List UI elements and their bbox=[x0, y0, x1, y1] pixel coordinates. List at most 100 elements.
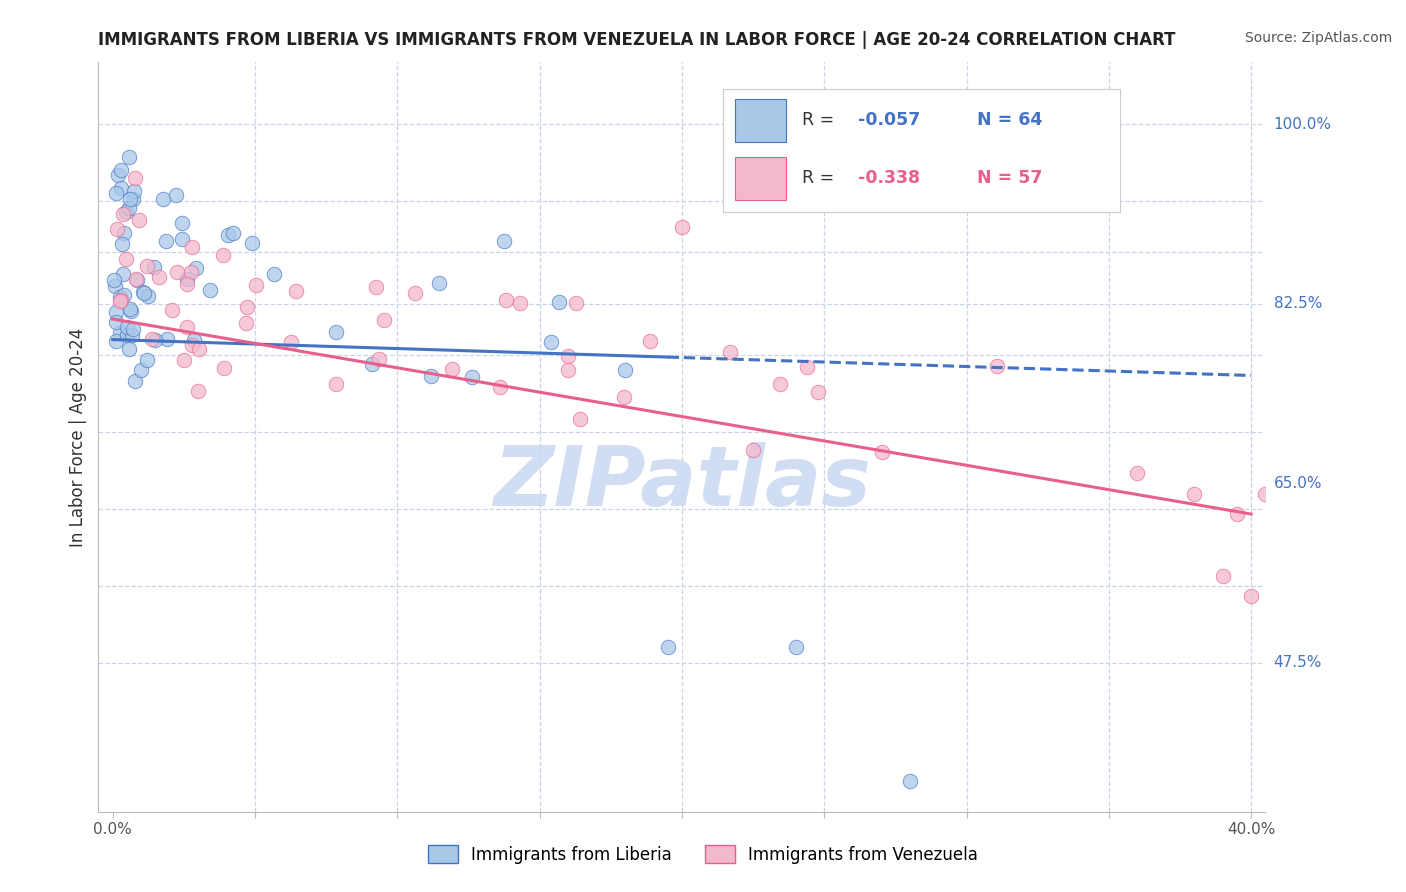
Point bbox=[143, 333, 166, 347]
Point bbox=[125, 272, 148, 286]
Point bbox=[671, 219, 693, 234]
Point bbox=[986, 359, 1008, 373]
Point bbox=[1212, 568, 1234, 582]
Point bbox=[488, 380, 510, 394]
Point bbox=[104, 186, 127, 201]
Point bbox=[138, 288, 160, 302]
Point bbox=[156, 332, 179, 346]
Point bbox=[361, 357, 384, 371]
Point bbox=[1254, 486, 1277, 500]
Point bbox=[104, 304, 127, 318]
Point bbox=[132, 285, 155, 299]
Point bbox=[148, 270, 170, 285]
Point bbox=[565, 296, 588, 310]
Point bbox=[494, 234, 516, 248]
Point bbox=[212, 361, 235, 376]
Point bbox=[118, 342, 141, 356]
Point bbox=[107, 222, 129, 236]
Point bbox=[176, 277, 198, 291]
Point bbox=[366, 280, 388, 294]
Point bbox=[557, 363, 579, 377]
Point bbox=[240, 235, 263, 250]
Point bbox=[1182, 486, 1205, 500]
Point bbox=[176, 272, 198, 286]
Point bbox=[111, 237, 134, 252]
Point bbox=[136, 260, 159, 274]
Point bbox=[166, 265, 188, 279]
Point bbox=[870, 444, 893, 458]
Point bbox=[1240, 589, 1263, 603]
Point bbox=[132, 286, 155, 301]
Point bbox=[129, 363, 152, 377]
Point bbox=[118, 301, 141, 316]
Point bbox=[121, 322, 143, 336]
Point bbox=[325, 377, 347, 392]
Point bbox=[118, 150, 141, 164]
Point bbox=[127, 273, 149, 287]
Point bbox=[115, 205, 138, 219]
Point bbox=[160, 303, 183, 318]
Point bbox=[1126, 466, 1149, 480]
Point bbox=[181, 338, 204, 352]
Point bbox=[120, 304, 142, 318]
Point bbox=[183, 334, 205, 348]
Point bbox=[187, 384, 209, 398]
Point bbox=[548, 295, 571, 310]
Point bbox=[368, 352, 391, 367]
Point bbox=[217, 228, 239, 243]
Point bbox=[108, 326, 131, 340]
Point bbox=[104, 279, 127, 293]
Point bbox=[108, 293, 131, 308]
Point bbox=[105, 315, 128, 329]
Point bbox=[155, 234, 177, 248]
Point bbox=[176, 319, 198, 334]
Point bbox=[495, 293, 517, 308]
Point bbox=[135, 353, 157, 368]
Y-axis label: In Labor Force | Age 20-24: In Labor Force | Age 20-24 bbox=[69, 327, 87, 547]
Point bbox=[420, 368, 443, 383]
Point bbox=[222, 227, 245, 241]
Point bbox=[540, 335, 562, 350]
Point bbox=[245, 278, 267, 293]
Point bbox=[111, 267, 134, 281]
Point bbox=[172, 231, 194, 245]
Point bbox=[1226, 507, 1249, 521]
Point bbox=[198, 283, 221, 297]
Point bbox=[124, 184, 146, 198]
Point bbox=[120, 193, 142, 207]
Point bbox=[427, 276, 450, 290]
Text: IMMIGRANTS FROM LIBERIA VS IMMIGRANTS FROM VENEZUELA IN LABOR FORCE | AGE 20-24 : IMMIGRANTS FROM LIBERIA VS IMMIGRANTS FR… bbox=[98, 31, 1175, 49]
Point bbox=[212, 248, 235, 262]
Point bbox=[107, 169, 129, 183]
Point bbox=[115, 328, 138, 343]
Point bbox=[121, 328, 143, 343]
Point bbox=[173, 353, 195, 368]
Point bbox=[117, 320, 139, 334]
Point bbox=[184, 260, 207, 275]
Text: ZIPatlas: ZIPatlas bbox=[494, 442, 870, 523]
Point bbox=[128, 213, 150, 227]
Point bbox=[657, 640, 679, 655]
Point bbox=[807, 384, 830, 399]
Point bbox=[235, 300, 257, 314]
Point bbox=[718, 345, 741, 359]
Legend: Immigrants from Liberia, Immigrants from Venezuela: Immigrants from Liberia, Immigrants from… bbox=[420, 838, 986, 871]
Point bbox=[509, 295, 531, 310]
Point bbox=[263, 267, 285, 281]
Point bbox=[111, 207, 134, 221]
Point bbox=[280, 335, 302, 350]
Point bbox=[785, 640, 807, 655]
Point bbox=[325, 325, 347, 339]
Text: 47.5%: 47.5% bbox=[1274, 656, 1322, 671]
Point bbox=[638, 334, 661, 348]
Point bbox=[285, 284, 308, 298]
Point bbox=[124, 170, 146, 185]
Text: Source: ZipAtlas.com: Source: ZipAtlas.com bbox=[1244, 31, 1392, 45]
Point bbox=[898, 773, 921, 788]
Point bbox=[112, 226, 135, 240]
Point bbox=[110, 181, 132, 195]
Point bbox=[613, 390, 636, 404]
Point bbox=[143, 260, 166, 275]
Point bbox=[180, 265, 202, 279]
Point bbox=[181, 240, 204, 254]
